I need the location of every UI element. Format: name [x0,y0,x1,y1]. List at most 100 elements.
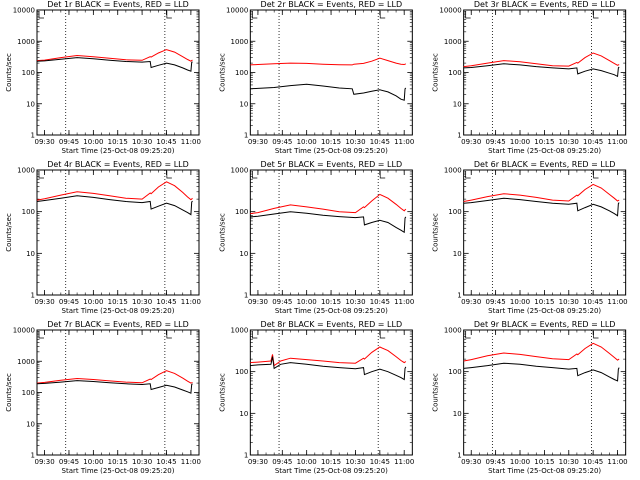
panel-det-7: Det 7r BLACK = Events, RED = LLD 1 10 100 10… [5,320,201,475]
y-tick-label: 100 [235,69,248,77]
y-axis-label: Counts/sec [218,213,226,252]
y-tick-label: 1 [244,292,248,300]
x-tick-label: 10:45 [370,298,390,306]
x-axis-label: Start Time (25-Oct-08 09:25:20) [275,467,388,475]
x-tick-label: 10:15 [108,138,128,146]
y-tick-label: 100 [448,208,461,216]
y-tick-label: 1 [244,132,248,140]
x-tick-label: 09:45 [272,298,292,306]
x-tick-label: 11:00 [607,138,627,146]
x-tick-label: 10:00 [297,298,317,306]
x-axis-label: Start Time (25-Oct-08 09:25:20) [488,147,601,155]
plot-frame [249,169,413,296]
y-tick-label: 1000 [231,327,249,335]
x-tick-label: 11:00 [394,138,414,146]
plot-frame [36,9,200,136]
x-tick-label: 10:30 [559,138,579,146]
x-tick-label: 10:15 [534,298,554,306]
y-tick-label: 1 [31,132,35,140]
corner-bracket-mark [593,171,599,179]
x-tick-label: 10:30 [345,138,365,146]
x-axis-label: Start Time (25-Oct-08 09:25:20) [62,307,175,315]
x-tick-label: 09:30 [248,458,268,466]
y-tick-label: 1000 [231,167,249,175]
y-tick-label: 10 [239,250,248,258]
y-axis-label: Counts/sec [5,213,13,252]
x-tick-label: 10:15 [321,298,341,306]
corner-bracket-mark [166,11,172,19]
x-tick-label: 10:45 [583,138,603,146]
y-axis-label: Counts/sec [432,53,440,92]
y-axis-label: Counts/sec [432,213,440,252]
y-tick-label: 10 [239,410,248,418]
x-axis-label: Start Time (25-Oct-08 09:25:20) [275,307,388,315]
x-tick-label: 10:45 [156,138,176,146]
y-tick-label: 1 [457,292,461,300]
events-series-line [250,211,407,234]
x-tick-label: 09:30 [461,298,481,306]
x-tick-label: 10:30 [345,298,365,306]
plot-frame [463,9,627,136]
events-series-line [36,380,193,394]
x-tick-label: 09:45 [486,298,506,306]
corner-bracket-mark [38,331,44,339]
panel-title: Det 3r BLACK = Events, RED = LLD [474,0,616,9]
y-tick-label: 1 [457,132,461,140]
y-tick-label: 1000 [444,327,462,335]
y-tick-label: 10 [453,410,462,418]
panel-title: Det 1r BLACK = Events, RED = LLD [47,0,189,9]
x-tick-label: 09:45 [272,138,292,146]
x-tick-label: 10:30 [559,458,579,466]
x-tick-label: 10:00 [83,458,103,466]
x-tick-label: 10:00 [297,138,317,146]
x-tick-label: 09:30 [248,298,268,306]
plot-frame [463,329,627,456]
y-tick-label: 10 [26,100,35,108]
x-tick-label: 09:30 [461,138,481,146]
y-tick-label: 1 [31,452,35,460]
panel-det-3: Det 3r BLACK = Events, RED = LLD 1 10 100 10… [432,0,628,155]
y-tick-label: 1000 [444,167,462,175]
y-tick-label: 10 [453,250,462,258]
x-tick-label: 10:00 [83,138,103,146]
corner-bracket-mark [166,331,172,339]
y-tick-label: 100 [235,368,248,376]
x-tick-label: 09:45 [486,138,506,146]
x-tick-label: 10:30 [132,298,152,306]
y-tick-label: 1000 [17,358,35,366]
lld-series-line [463,342,620,362]
corner-bracket-mark [465,171,471,179]
lld-series-line [36,49,193,62]
x-axis-label: Start Time (25-Oct-08 09:25:20) [488,307,601,315]
x-tick-label: 10:30 [559,298,579,306]
y-tick-label: 1 [31,292,35,300]
x-tick-label: 10:15 [321,138,341,146]
plot-frame [249,9,413,136]
x-tick-label: 09:45 [59,138,79,146]
panel-title: Det 4r BLACK = Events, RED = LLD [47,160,189,169]
corner-bracket-mark [465,11,471,19]
y-tick-label: 100 [448,368,461,376]
corner-bracket-mark [593,331,599,339]
y-axis-label: Counts/sec [218,373,226,412]
corner-bracket-mark [38,171,44,179]
x-tick-label: 10:30 [132,458,152,466]
y-axis-label: Counts/sec [432,373,440,412]
y-tick-label: 1 [457,452,461,460]
x-tick-label: 09:45 [486,458,506,466]
x-axis-label: Start Time (25-Oct-08 09:25:20) [275,147,388,155]
x-tick-label: 09:45 [272,458,292,466]
events-series-line [250,356,407,381]
corner-bracket-mark [251,331,258,339]
panel-det-2: Det 2r BLACK = Events, RED = LLD 1 10 100 10… [218,0,414,155]
panel-title: Det 6r BLACK = Events, RED = LLD [474,160,616,169]
panel-title: Det 5r BLACK = Events, RED = LLD [261,160,403,169]
lld-series-line [36,181,193,201]
panel-det-5: Det 5r BLACK = Events, RED = LLD 1 10 100 10… [218,160,414,315]
y-tick-label: 1000 [231,38,249,46]
x-tick-label: 10:15 [108,298,128,306]
lld-series-line [250,193,407,215]
panel-title: Det 8r BLACK = Events, RED = LLD [261,320,403,329]
x-tick-label: 10:15 [321,458,341,466]
y-tick-label: 1000 [17,38,35,46]
